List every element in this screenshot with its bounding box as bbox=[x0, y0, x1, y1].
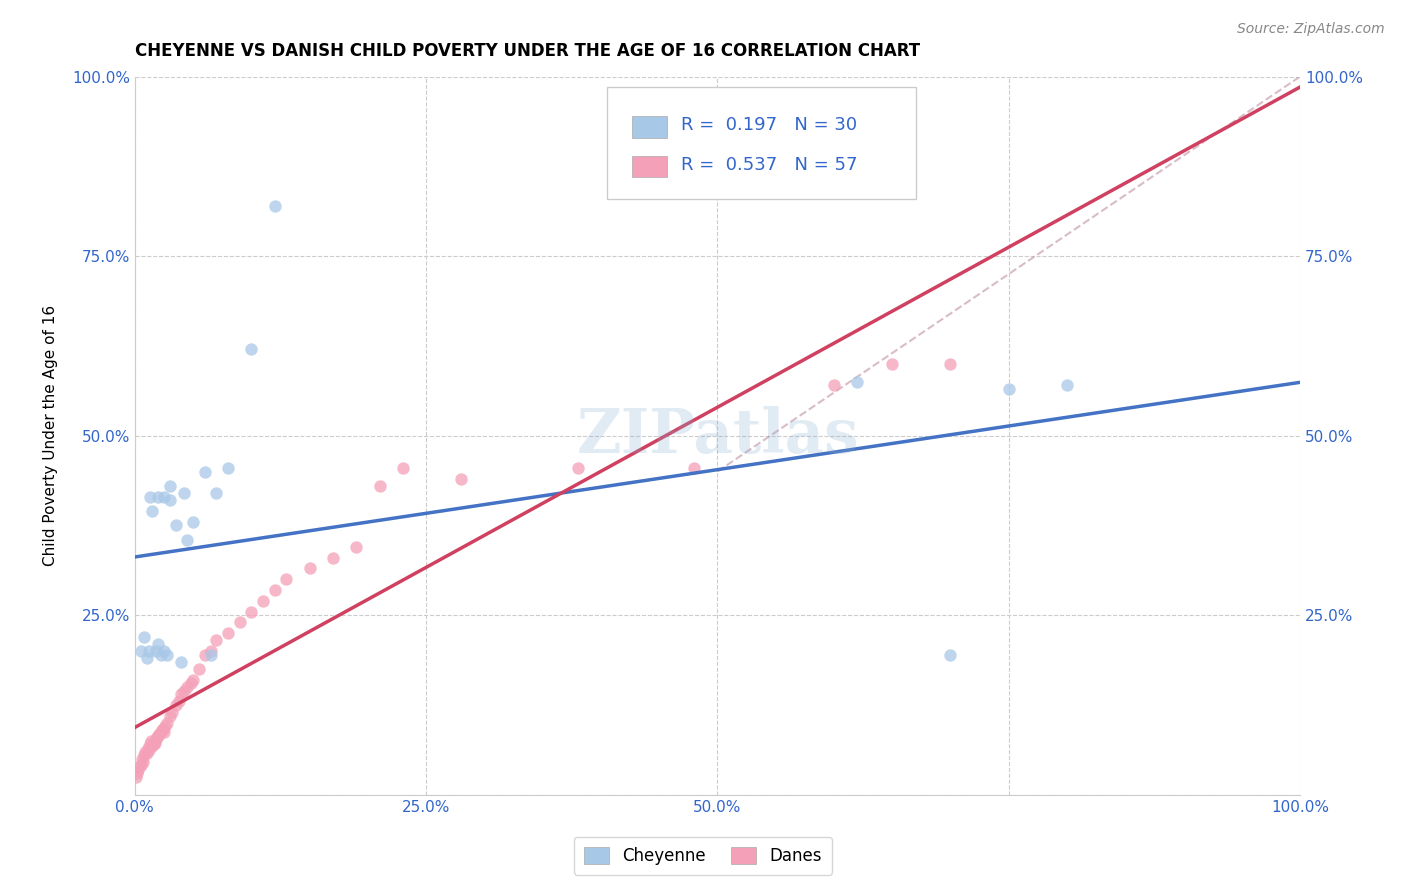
Point bbox=[146, 637, 169, 651]
Point bbox=[217, 461, 239, 475]
Point bbox=[298, 561, 321, 575]
Point bbox=[127, 763, 149, 777]
Text: R =  0.197   N = 30: R = 0.197 N = 30 bbox=[682, 117, 858, 135]
Point bbox=[143, 736, 166, 750]
Point bbox=[132, 756, 155, 770]
Point bbox=[368, 479, 391, 493]
FancyBboxPatch shape bbox=[633, 116, 668, 137]
Legend: Cheyenne, Danes: Cheyenne, Danes bbox=[574, 837, 832, 875]
Point bbox=[136, 741, 159, 756]
Point bbox=[217, 626, 239, 640]
Point bbox=[153, 724, 176, 739]
Point bbox=[139, 490, 162, 504]
Point bbox=[882, 357, 904, 371]
Text: ZIPatlas: ZIPatlas bbox=[576, 406, 859, 466]
Point bbox=[156, 648, 179, 662]
Point bbox=[142, 738, 165, 752]
Point bbox=[205, 486, 228, 500]
Point bbox=[131, 752, 153, 766]
Point bbox=[188, 662, 211, 676]
Point bbox=[138, 644, 160, 658]
Point bbox=[141, 504, 163, 518]
Point bbox=[134, 745, 156, 759]
Text: CHEYENNE VS DANISH CHILD POVERTY UNDER THE AGE OF 16 CORRELATION CHART: CHEYENNE VS DANISH CHILD POVERTY UNDER T… bbox=[135, 42, 920, 60]
Point bbox=[138, 743, 160, 757]
Point bbox=[128, 759, 150, 773]
Point bbox=[159, 479, 181, 493]
Point bbox=[153, 490, 176, 504]
Point bbox=[240, 343, 263, 357]
Point bbox=[135, 746, 157, 760]
Point bbox=[165, 518, 187, 533]
Point bbox=[170, 655, 193, 669]
Point bbox=[173, 683, 195, 698]
Point bbox=[148, 726, 170, 740]
Point bbox=[240, 605, 263, 619]
Point bbox=[823, 378, 845, 392]
Point bbox=[167, 694, 190, 708]
Point bbox=[150, 723, 173, 737]
Point bbox=[160, 705, 183, 719]
Point bbox=[276, 572, 298, 586]
Point bbox=[152, 722, 174, 736]
Point bbox=[173, 486, 195, 500]
Point bbox=[939, 648, 962, 662]
Point bbox=[149, 724, 172, 739]
Point bbox=[263, 199, 285, 213]
Point bbox=[200, 648, 222, 662]
Point bbox=[129, 757, 152, 772]
Point bbox=[153, 644, 176, 658]
Point bbox=[134, 748, 156, 763]
Point bbox=[146, 490, 169, 504]
Point bbox=[194, 648, 217, 662]
Point bbox=[252, 594, 274, 608]
Point bbox=[145, 731, 167, 746]
Point bbox=[450, 472, 472, 486]
FancyBboxPatch shape bbox=[633, 155, 668, 178]
Point bbox=[392, 461, 415, 475]
Point bbox=[322, 550, 344, 565]
Point bbox=[683, 461, 706, 475]
Point bbox=[146, 729, 169, 743]
Point bbox=[194, 465, 217, 479]
Point bbox=[156, 715, 179, 730]
Point bbox=[165, 698, 187, 712]
Point bbox=[141, 739, 163, 753]
Point bbox=[149, 648, 172, 662]
Point bbox=[344, 540, 367, 554]
Point bbox=[180, 676, 202, 690]
Point bbox=[567, 461, 589, 475]
Point bbox=[153, 719, 176, 733]
Point bbox=[181, 515, 204, 529]
Point bbox=[176, 680, 198, 694]
Point bbox=[176, 533, 198, 547]
Point bbox=[127, 766, 149, 780]
Point bbox=[1056, 378, 1078, 392]
Text: Source: ZipAtlas.com: Source: ZipAtlas.com bbox=[1237, 22, 1385, 37]
Point bbox=[229, 615, 252, 630]
Point bbox=[263, 582, 285, 597]
Point bbox=[135, 651, 157, 665]
Point bbox=[846, 375, 869, 389]
Point bbox=[159, 708, 181, 723]
Point bbox=[205, 633, 228, 648]
Point bbox=[997, 382, 1019, 396]
Point bbox=[134, 630, 156, 644]
Point bbox=[159, 493, 181, 508]
Point bbox=[125, 770, 148, 784]
Point bbox=[141, 734, 163, 748]
Text: R =  0.537   N = 57: R = 0.537 N = 57 bbox=[682, 156, 858, 174]
Point bbox=[181, 673, 204, 687]
Y-axis label: Child Poverty Under the Age of 16: Child Poverty Under the Age of 16 bbox=[44, 305, 58, 566]
Point bbox=[146, 731, 169, 745]
Point bbox=[170, 687, 193, 701]
FancyBboxPatch shape bbox=[607, 87, 915, 199]
Point bbox=[129, 644, 152, 658]
Point bbox=[145, 644, 167, 658]
Point bbox=[939, 357, 962, 371]
Point bbox=[139, 738, 162, 752]
Point bbox=[200, 644, 222, 658]
